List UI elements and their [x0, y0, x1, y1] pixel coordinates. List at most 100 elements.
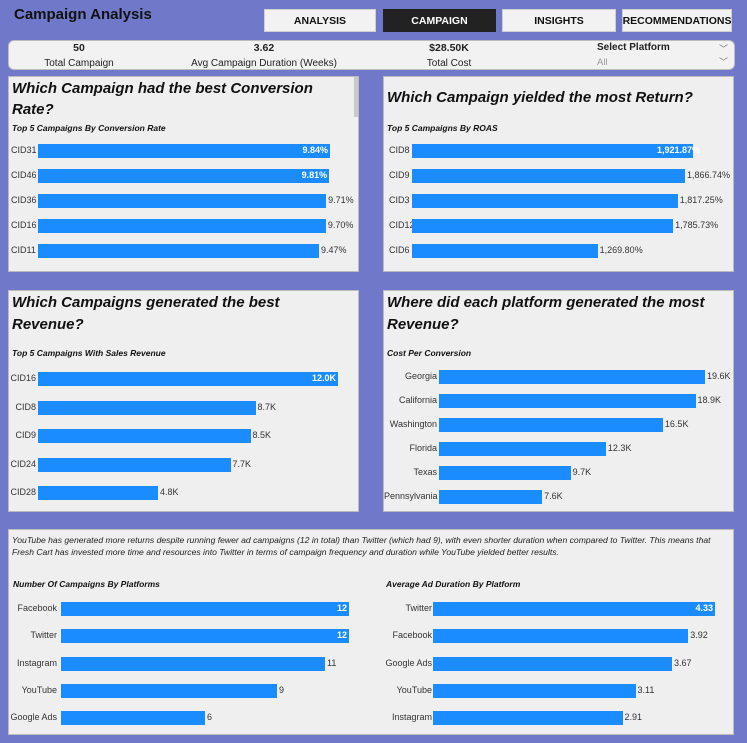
revenue-heading-line1: Which Campaigns generated the best [12, 294, 280, 311]
bar[interactable] [412, 244, 598, 258]
bar[interactable] [433, 629, 689, 644]
bar[interactable] [38, 400, 256, 415]
category-label: CID12 [389, 220, 415, 230]
data-label: 1,785.73% [675, 220, 719, 230]
roas-panel: Which Campaign yielded the most Return? … [383, 76, 734, 272]
kpi-value: 3.62 [253, 42, 275, 54]
category-label: CID16 [11, 220, 37, 230]
bar[interactable] [439, 442, 606, 456]
tab-insights[interactable]: INSIGHTS [502, 9, 616, 32]
bar[interactable] [433, 711, 623, 726]
data-label: 3.92 [690, 630, 708, 641]
platform-revenue-heading-line1: Where did each platform generated the mo… [387, 294, 705, 311]
tab-recommendations[interactable]: RECOMMENDATIONS [622, 9, 732, 32]
kpi-label: Avg Campaign Duration (Weeks) [191, 58, 337, 69]
bar[interactable] [439, 466, 571, 480]
bar[interactable] [439, 418, 663, 432]
bar[interactable] [412, 219, 674, 233]
category-label: YouTube [21, 684, 57, 695]
bar[interactable] [433, 656, 673, 671]
kpi-value: $28.50K [429, 42, 469, 54]
data-label: 11 [327, 657, 337, 668]
tab-campaign[interactable]: CAMPAIGN [383, 9, 496, 32]
campaign-count-subtitle: Number Of Campaigns By Platforms [13, 579, 160, 589]
bar[interactable] [38, 372, 338, 386]
bar[interactable] [433, 602, 715, 616]
conversion-subtitle: Top 5 Campaigns By Conversion Rate [12, 123, 166, 133]
data-label: 16.5K [664, 419, 689, 429]
category-label: CID28 [10, 487, 36, 497]
platform-revenue-subtitle: Cost Per Conversion [387, 348, 472, 358]
data-label: 4.8K [160, 487, 179, 497]
category-label: CID8 [15, 401, 36, 412]
data-label: 8.7K [257, 401, 277, 412]
bar[interactable] [439, 394, 696, 408]
data-label: 1,866.74% [686, 170, 730, 180]
bar[interactable] [61, 683, 277, 698]
conversion-heading-line2: Rate? [12, 101, 54, 118]
category-label: CID8 [389, 145, 410, 155]
kpi-total-cost: $28.50K Total Cost [409, 41, 489, 69]
platform-select-label: Select Platform [597, 42, 670, 53]
bar[interactable] [439, 370, 705, 384]
data-label: 9.81% [301, 170, 328, 180]
data-label: 12.0K [311, 373, 336, 383]
bar[interactable] [38, 244, 320, 258]
bar[interactable] [412, 194, 678, 208]
data-label: 4.33 [695, 603, 713, 613]
bar[interactable] [38, 486, 158, 500]
bar[interactable] [38, 219, 326, 233]
data-label: 9.7K [572, 467, 592, 477]
category-label: CID36 [11, 195, 37, 205]
bar[interactable] [412, 169, 685, 183]
category-label: Georgia [404, 371, 437, 381]
category-label: YouTube [396, 684, 432, 695]
bar[interactable] [61, 602, 349, 616]
bar[interactable] [61, 629, 349, 644]
chevron-down-icon[interactable]: ﹀ [718, 57, 728, 67]
kpi-avg-duration: 3.62 Avg Campaign Duration (Weeks) [179, 41, 349, 69]
category-label: Pennsylvania [384, 491, 438, 501]
category-label: Instagram [16, 657, 57, 668]
bar[interactable] [61, 711, 205, 726]
kpi-strip: 50 Total Campaign 3.62 Avg Campaign Dura… [8, 40, 735, 70]
bar[interactable] [38, 429, 251, 443]
category-label: CID9 [15, 430, 36, 440]
scrollbar[interactable] [354, 77, 358, 117]
insight-note: YouTube has generated more returns despi… [12, 535, 711, 557]
bar[interactable] [439, 490, 543, 504]
data-label: 9 [279, 684, 285, 695]
bar[interactable] [38, 194, 327, 208]
tab-analysis[interactable]: ANALYSIS [264, 9, 376, 32]
platform-summary-panel: YouTube has generated more returns despi… [8, 529, 734, 735]
bar[interactable] [433, 683, 636, 698]
platform-select[interactable]: Select Platform All ﹀ ﹀ [589, 42, 734, 68]
roas-heading: Which Campaign yielded the most Return? [387, 89, 693, 106]
revenue-panel: Which Campaigns generated the best Reven… [8, 290, 359, 512]
chevron-down-icon[interactable]: ﹀ [718, 44, 728, 54]
data-label: 1,817.25% [679, 195, 723, 205]
platform-revenue-heading-line2: Revenue? [387, 316, 459, 333]
revenue-heading-line2: Revenue? [12, 316, 84, 333]
category-label: Twitter [405, 603, 432, 613]
bar[interactable] [38, 144, 330, 158]
category-label: CID11 [11, 245, 36, 255]
data-label: 7.6K [544, 491, 563, 501]
kpi-label: Total Campaign [44, 58, 114, 69]
kpi-value: 50 [73, 42, 85, 54]
conversion-heading-line1: Which Campaign had the best Conversion [12, 80, 313, 97]
category-label: Florida [409, 443, 437, 453]
roas-subtitle: Top 5 Campaigns By ROAS [387, 123, 498, 133]
bar[interactable] [38, 457, 231, 472]
category-label: Texas [413, 467, 437, 477]
data-label: 9.70% [327, 220, 354, 230]
bar[interactable] [38, 169, 330, 183]
platform-select-value[interactable]: All [597, 57, 608, 68]
data-label: 7.7K [232, 458, 252, 469]
data-label: 9.71% [328, 195, 354, 205]
data-label: 6 [207, 712, 213, 723]
bar[interactable] [412, 144, 693, 158]
bar[interactable] [61, 656, 325, 671]
revenue-subtitle: Top 5 Campaigns With Sales Revenue [12, 348, 166, 358]
category-label: Google Ads [385, 657, 432, 668]
